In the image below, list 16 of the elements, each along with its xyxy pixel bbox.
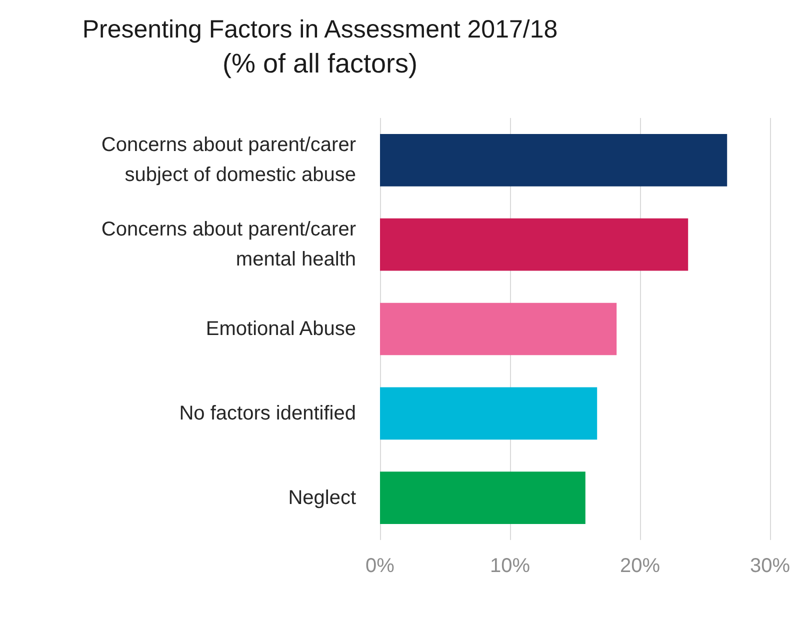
x-tick-label: 30% xyxy=(750,555,790,577)
x-tick-label: 20% xyxy=(620,555,660,577)
chart-subtitle: (% of all factors) xyxy=(222,48,418,78)
bar xyxy=(380,134,728,186)
y-tick-label: No factors identified xyxy=(179,402,356,424)
bar xyxy=(380,302,617,356)
x-tick-label: 0% xyxy=(366,555,395,577)
bar xyxy=(380,472,586,524)
bar xyxy=(380,218,688,271)
bar xyxy=(380,387,598,440)
y-tick-label: Neglect xyxy=(288,486,356,509)
y-tick-label: Emotional Abuse xyxy=(206,318,356,340)
chart-title: Presenting Factors in Assessment 2017/18 xyxy=(82,16,558,44)
y-tick-label: Concerns about parent/carer mental health xyxy=(101,218,356,271)
y-tick-label: Concerns about parent/carer subject of domestic abuse xyxy=(101,134,356,186)
x-tick-label: 10% xyxy=(490,555,530,577)
